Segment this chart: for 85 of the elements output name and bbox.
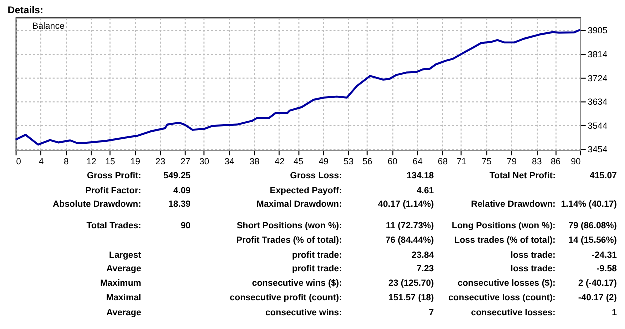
text: Largest xyxy=(109,250,142,260)
x-tick-label: 64 xyxy=(412,156,423,166)
text: 1.14% (40.17) xyxy=(561,199,618,210)
x-tick-label: 53 xyxy=(344,156,354,166)
text: Average xyxy=(106,307,142,318)
text: Maximum xyxy=(100,278,142,288)
x-tick-label: 56 xyxy=(362,156,373,166)
text: 415.07 xyxy=(590,170,618,181)
y-tick-label: 3544 xyxy=(588,120,608,131)
x-tick-label: 0 xyxy=(16,156,22,166)
x-tick-label: 38 xyxy=(250,156,260,166)
text: Average xyxy=(106,263,142,274)
x-tick-label: 86 xyxy=(550,156,561,166)
text: 18.39 xyxy=(168,199,191,210)
text: Profit Factor: xyxy=(86,185,142,196)
text: Maximal Drawdown: xyxy=(256,199,342,210)
text: Expected Payoff: xyxy=(270,185,342,196)
x-tick-label: 23 xyxy=(156,156,166,166)
text: consecutive loss (count): xyxy=(448,292,556,303)
x-tick-label: 42 xyxy=(274,156,285,166)
x-tick-label: 8 xyxy=(64,156,70,166)
text: 151.57 (18) xyxy=(388,292,434,303)
text: 23 (125.70) xyxy=(388,278,434,288)
text: 40.17 (1.14%) xyxy=(378,199,434,210)
text: 2 (-40.17) xyxy=(578,278,618,288)
text: loss trade: xyxy=(510,263,556,274)
text: Total Trades: xyxy=(86,220,142,230)
text: Total Net Profit: xyxy=(490,170,556,181)
text: Absolute Drawdown: xyxy=(52,199,142,210)
text: 1 xyxy=(612,307,618,318)
text: Gross Loss: xyxy=(290,170,342,181)
x-tick-label: 27 xyxy=(180,156,191,166)
y-tick-label: 3814 xyxy=(588,50,608,60)
text: consecutive losses: xyxy=(471,307,556,318)
text: Balance xyxy=(32,20,65,31)
text: 7 xyxy=(429,307,434,318)
y-tick-label: 3634 xyxy=(588,97,608,108)
text: 134.18 xyxy=(406,170,434,181)
x-tick-label: 45 xyxy=(294,156,304,166)
text: Long Positions (won %): xyxy=(452,220,556,230)
text: 79 (86.08%) xyxy=(568,220,618,230)
x-tick-label: 68 xyxy=(438,156,448,166)
text: Short Positions (won %): xyxy=(236,220,342,230)
text: 11 (72.73%) xyxy=(386,220,434,230)
x-tick-label: 15 xyxy=(105,156,116,166)
text: 76 (84.44%) xyxy=(386,235,434,246)
text: Profit Trades (% of total): xyxy=(236,235,342,246)
x-tick-label: 79 xyxy=(507,156,517,166)
text: 14 (15.56%) xyxy=(568,235,618,246)
text: -40.17 (2) xyxy=(578,292,618,303)
text: consecutive wins: xyxy=(266,307,342,318)
x-tick-label: 19 xyxy=(130,156,141,166)
x-tick-label: 30 xyxy=(200,156,210,166)
text: Loss trades (% of total): xyxy=(454,235,556,246)
text: loss trade: xyxy=(510,250,556,260)
chart-title: Details: xyxy=(8,6,44,17)
line-series xyxy=(14,29,582,146)
x-tick-label: 71 xyxy=(456,156,467,166)
x-tick-label: 12 xyxy=(86,156,97,166)
text: -24.31 xyxy=(592,250,618,260)
x-tick-label: 83 xyxy=(532,156,542,166)
x-tick-label: 90 xyxy=(571,156,582,166)
text: consecutive losses ($): xyxy=(458,278,556,288)
text: 549.25 xyxy=(164,170,191,181)
y-tick-label: 3454 xyxy=(588,144,608,155)
text: profit trade: xyxy=(292,263,342,274)
y-tick-label: 3724 xyxy=(588,73,608,84)
x-tick-label: 75 xyxy=(482,156,492,166)
text: 4.09 xyxy=(174,185,191,196)
x-tick-label: 60 xyxy=(388,156,398,166)
text: Relative Drawdown: xyxy=(471,199,556,210)
x-tick-label: 4 xyxy=(38,156,44,166)
text: consecutive profit (count): xyxy=(230,292,342,303)
text: Gross Profit: xyxy=(87,170,142,181)
text: 7.23 xyxy=(416,263,434,274)
text: -9.58 xyxy=(596,263,618,274)
text: 4.61 xyxy=(416,185,434,196)
text: 23.84 xyxy=(412,250,434,260)
text: Maximal xyxy=(106,292,142,303)
text: 90 xyxy=(180,220,191,230)
text: profit trade: xyxy=(292,250,342,260)
text: consecutive wins ($): xyxy=(252,278,342,288)
x-tick-label: 49 xyxy=(318,156,329,166)
x-tick-label: 34 xyxy=(224,156,235,166)
y-tick-label: 3905 xyxy=(588,25,608,36)
